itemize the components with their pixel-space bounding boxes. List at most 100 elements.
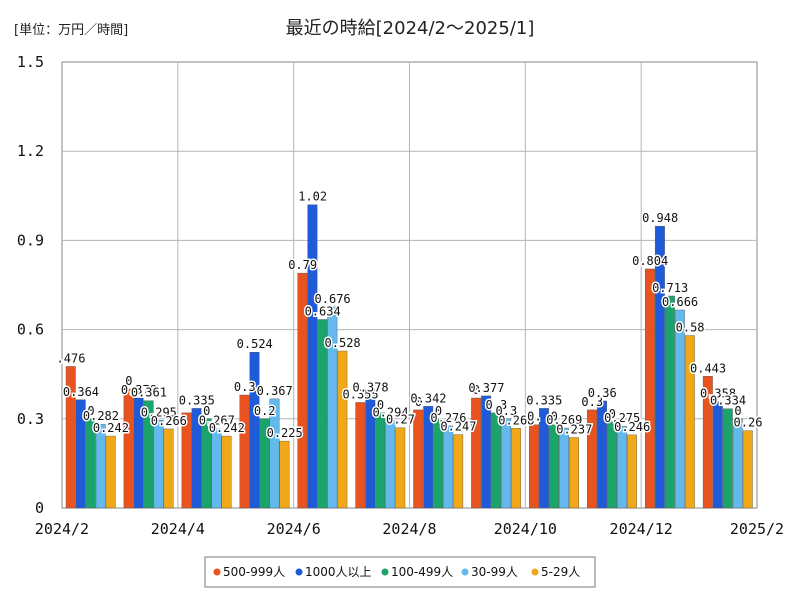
bar [702, 376, 713, 509]
bar [481, 395, 492, 509]
data-label: 1.02 [298, 190, 327, 204]
data-label: 0.27 [386, 413, 415, 427]
y-tick-label: 0.6 [17, 321, 44, 339]
bar [307, 204, 318, 509]
data-label: 0.378 [352, 381, 388, 395]
bar [413, 409, 424, 509]
legend-label: 1000人以上 [305, 565, 372, 579]
bar [569, 437, 579, 509]
legend-box [204, 556, 596, 588]
y-tick-label: 0 [35, 499, 44, 517]
data-label: 0 [734, 404, 741, 418]
bar [644, 268, 655, 509]
bar [684, 335, 695, 509]
data-label: 0.26 [734, 416, 763, 430]
bar [105, 435, 116, 509]
x-tick-label: 2025/2 [730, 520, 784, 538]
data-label: 0.361 [131, 386, 167, 400]
bar [221, 435, 232, 509]
bar [65, 366, 76, 509]
bar [355, 402, 366, 509]
bar [549, 424, 559, 509]
data-label: 0.364 [63, 385, 99, 399]
y-tick-label: 1.2 [17, 142, 44, 160]
data-label: .476 [57, 351, 86, 365]
bar [539, 408, 549, 509]
data-label: 0.2 [254, 404, 276, 418]
bar [375, 412, 386, 509]
legend-label: 100-499人 [391, 565, 453, 579]
data-label: 0 [87, 404, 94, 418]
data-label: 0.3 [486, 398, 508, 412]
data-label: 0.294 [372, 406, 408, 420]
bar [587, 409, 597, 509]
data-label: 0.524 [237, 337, 273, 351]
data-label: 0.276 [430, 411, 466, 425]
bar [395, 427, 406, 509]
bar [143, 400, 154, 509]
data-label: 0.3 [496, 404, 518, 418]
bar [327, 306, 338, 509]
bar [75, 399, 86, 509]
bar [654, 225, 665, 509]
bar [607, 421, 617, 509]
data-label: 0.3 [581, 395, 603, 409]
bar [742, 430, 753, 509]
bar [559, 427, 569, 509]
bar [617, 426, 627, 509]
chart-title: 最近の時給[2024/2～2025/1] [286, 18, 535, 39]
data-label: 0 [415, 395, 422, 409]
data-label: 0.335 [526, 393, 562, 407]
data-label: 0.335 [179, 393, 215, 407]
bar [423, 406, 434, 509]
x-tick-label: 2024/2 [35, 520, 89, 538]
legend-label: 30-99人 [471, 565, 518, 579]
data-label: 0.269 [546, 413, 582, 427]
bar [239, 394, 250, 509]
data-label: 0.295 [141, 405, 177, 419]
data-label: 0.268 [498, 413, 534, 427]
bar [732, 418, 743, 509]
bar [443, 425, 454, 509]
x-tick-label: 2024/8 [382, 520, 436, 538]
bar [471, 397, 482, 509]
data-label: 0.713 [652, 281, 688, 295]
data-label: 0 [551, 410, 558, 424]
x-tick-label: 2024/6 [267, 520, 321, 538]
data-label: 0.358 [700, 387, 736, 401]
data-label: 0 [203, 404, 210, 418]
data-label: 0.79 [288, 258, 317, 272]
bar [453, 434, 464, 509]
bar [123, 388, 134, 509]
data-label: 0.242 [93, 421, 129, 435]
legend-marker [461, 568, 469, 576]
legend-label: 5-29人 [541, 565, 580, 579]
bar [511, 428, 522, 509]
bar [297, 272, 308, 509]
y-tick-label: 0.9 [17, 231, 44, 249]
data-labels: .4760.36400.2820.24200.3780.3610.2950.26… [55, 188, 764, 441]
bar [85, 418, 96, 509]
data-label: 0. [527, 410, 541, 424]
data-label: 0.342 [410, 391, 446, 405]
legend-marker [295, 568, 303, 576]
x-tick-label: 2024/12 [610, 520, 673, 538]
bar [501, 418, 512, 509]
legend-marker [381, 568, 389, 576]
data-label: 0.355 [343, 387, 379, 401]
data-label: 0.528 [325, 336, 361, 350]
data-label: 0 [125, 374, 132, 388]
data-label: 0.634 [305, 304, 341, 318]
bar [181, 412, 192, 509]
bar [191, 408, 202, 509]
bar [722, 408, 733, 509]
data-label: 0.225 [267, 426, 303, 440]
bar [337, 350, 348, 509]
bar [597, 400, 607, 509]
data-label: 0.275 [604, 411, 640, 425]
bar [365, 395, 376, 509]
bar [529, 424, 540, 509]
data-label: 0.443 [690, 361, 726, 375]
data-label: 0.246 [614, 420, 650, 434]
bar [626, 434, 637, 509]
